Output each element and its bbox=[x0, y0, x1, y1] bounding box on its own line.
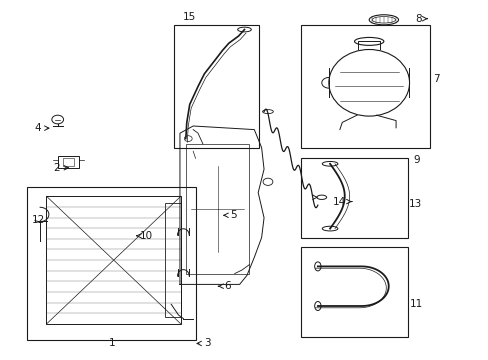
Text: 15: 15 bbox=[183, 12, 196, 22]
Text: 14: 14 bbox=[332, 197, 351, 207]
Text: 11: 11 bbox=[409, 299, 423, 309]
Text: 7: 7 bbox=[432, 74, 439, 84]
Text: 4: 4 bbox=[35, 123, 49, 133]
Bar bbox=[185, 144, 249, 274]
Text: 12: 12 bbox=[31, 215, 45, 225]
Text: 6: 6 bbox=[218, 281, 230, 291]
Bar bbox=[165, 203, 181, 317]
Bar bbox=[300, 247, 407, 337]
Bar bbox=[62, 158, 74, 166]
Text: 5: 5 bbox=[224, 210, 237, 220]
Bar bbox=[300, 158, 407, 238]
Text: 13: 13 bbox=[408, 199, 422, 210]
Text: 2: 2 bbox=[53, 163, 68, 173]
Bar bbox=[46, 196, 181, 324]
Bar bbox=[300, 25, 429, 148]
Text: 3: 3 bbox=[197, 338, 211, 348]
Text: 9: 9 bbox=[412, 155, 419, 165]
Bar bbox=[58, 156, 79, 168]
Text: 8: 8 bbox=[414, 14, 427, 24]
Text: 10: 10 bbox=[137, 231, 153, 241]
Bar bbox=[173, 25, 259, 148]
Text: 1: 1 bbox=[109, 338, 116, 348]
Bar bbox=[27, 187, 195, 340]
